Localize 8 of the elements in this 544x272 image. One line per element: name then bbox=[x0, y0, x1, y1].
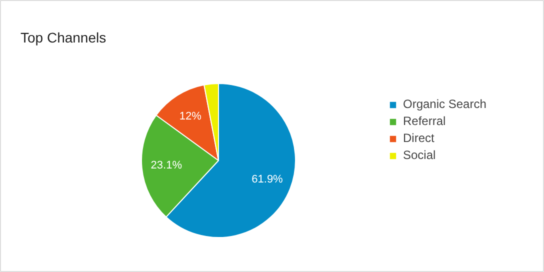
chart-title: Top Channels bbox=[20, 30, 106, 46]
data-label: 23.1% bbox=[150, 160, 182, 172]
data-label: 61.9% bbox=[252, 174, 284, 186]
legend-label: Social bbox=[403, 148, 436, 162]
legend-label: Referral bbox=[403, 114, 446, 128]
legend-label: Direct bbox=[403, 131, 434, 145]
legend-label: Organic Search bbox=[403, 97, 486, 111]
data-label: 12% bbox=[179, 110, 202, 122]
